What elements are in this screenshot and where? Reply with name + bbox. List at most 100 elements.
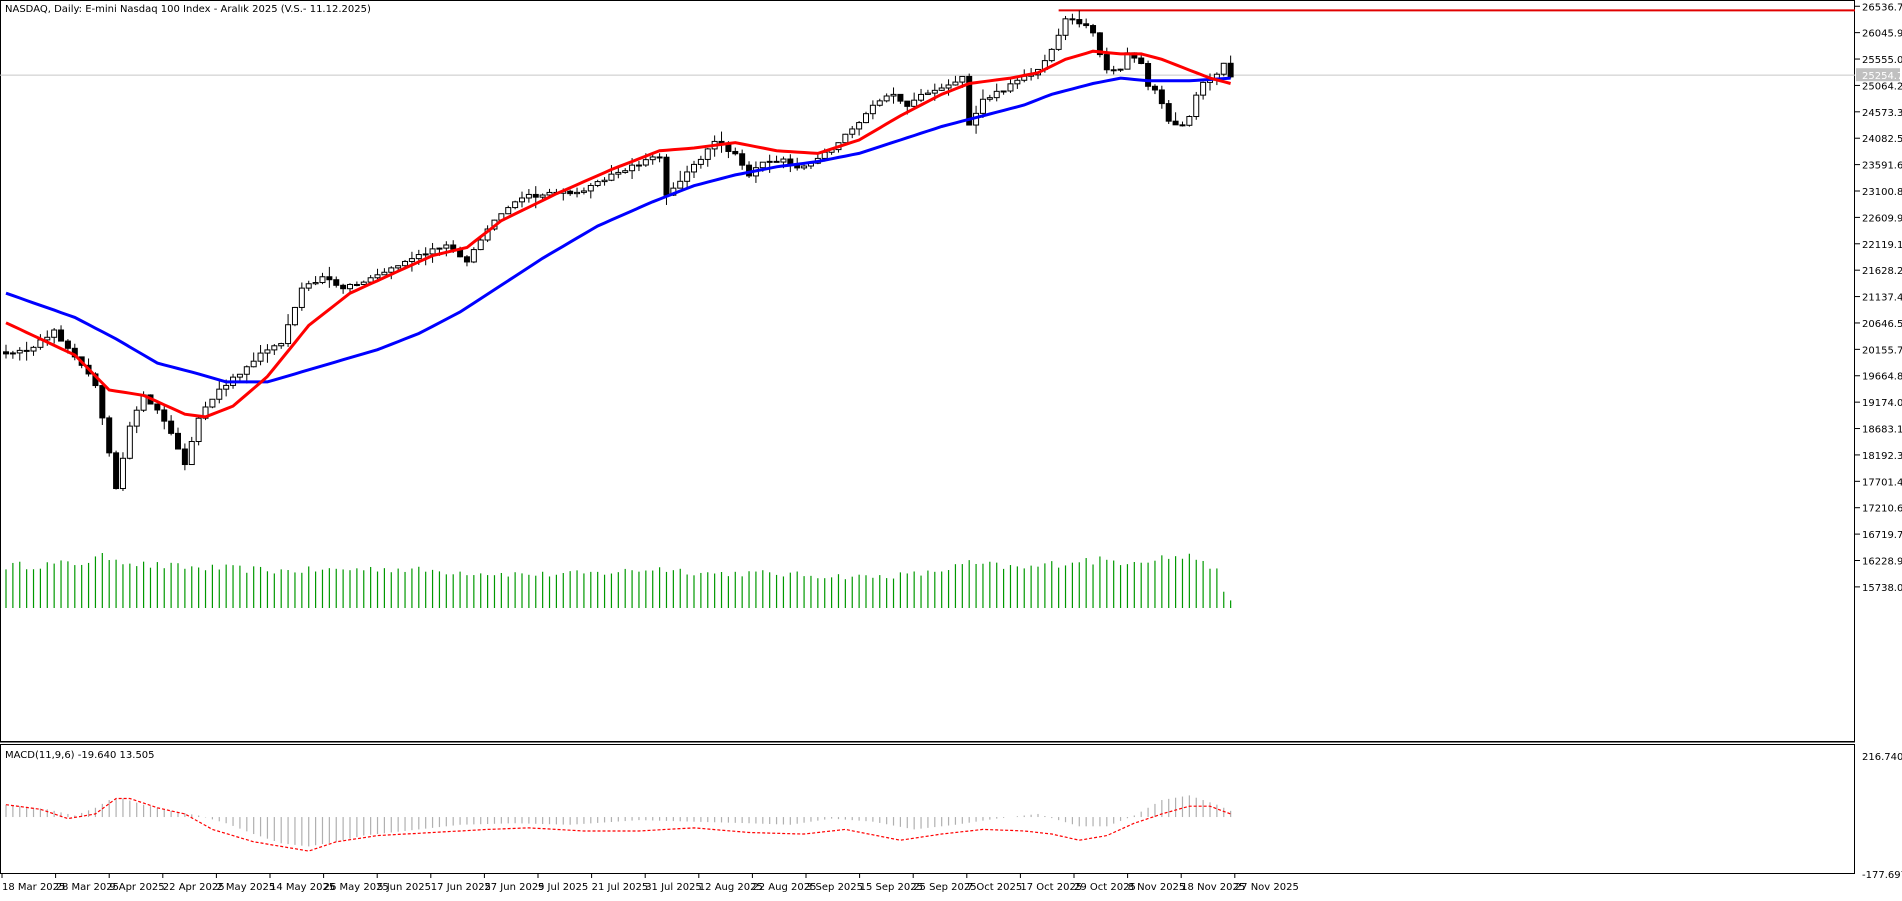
ema-fast-line	[5, 49, 1231, 419]
candle-body	[223, 384, 230, 390]
time-tick-label: 26 May 2025	[324, 882, 389, 893]
candle-body	[106, 417, 113, 454]
candle-body	[986, 97, 993, 100]
candle-body	[51, 329, 58, 338]
candle-body	[3, 351, 9, 355]
candle-body	[642, 159, 649, 166]
price-tick-label: 24573.35	[1862, 108, 1902, 119]
candle-body	[340, 284, 347, 290]
candle-body	[732, 150, 739, 155]
candle-body	[1000, 90, 1007, 93]
candle-body	[181, 448, 188, 466]
candle-body	[209, 398, 216, 408]
price-axis: 26536.75 26045.90 25555.05 25064.20 24573.35…	[1855, 2, 1902, 594]
time-tick-label: 22 Aug 2025	[752, 882, 816, 893]
price-tick-label: 17210.60	[1862, 504, 1902, 515]
candle-body	[512, 201, 519, 209]
candle-body	[897, 93, 904, 102]
candle-body	[1158, 89, 1165, 105]
candle-body	[739, 153, 746, 166]
time-tick-label: 2 May 2025	[216, 882, 275, 893]
candle-body	[470, 249, 477, 263]
candle-body	[1090, 25, 1097, 34]
candle-body	[697, 158, 704, 165]
price-tick-label: 16228.90	[1862, 556, 1902, 567]
price-tick-label: 18192.30	[1862, 451, 1902, 462]
candle-body	[801, 165, 808, 169]
candle-body	[691, 163, 697, 173]
price-tick-label: 21137.40	[1862, 293, 1902, 304]
candle-body	[154, 403, 161, 411]
current-price-tag	[1856, 68, 1900, 82]
candle-body	[1117, 68, 1124, 71]
candle-body	[408, 258, 415, 262]
candle-body	[64, 340, 71, 349]
time-tick-label: 18 Mar 2025	[2, 882, 65, 893]
candle-body	[450, 244, 457, 250]
candle-body	[1048, 48, 1055, 62]
candle-body	[443, 244, 450, 249]
candle-body	[945, 84, 952, 89]
time-tick-label: 29 Oct 2025	[1074, 882, 1136, 893]
candle-body	[704, 148, 711, 160]
candle-body	[1096, 32, 1103, 56]
candle-body	[580, 190, 587, 193]
candle-body	[849, 128, 856, 135]
candle-body	[360, 281, 367, 286]
candle-body	[367, 277, 374, 283]
candle-body	[766, 160, 773, 163]
time-tick-label: 21 Jul 2025	[592, 882, 649, 893]
candle-body	[918, 93, 925, 101]
price-tick-label: 15738.05	[1862, 583, 1902, 594]
candle-body	[780, 158, 787, 163]
candle-body	[353, 283, 360, 286]
price-tick-label: 25064.20	[1862, 81, 1902, 92]
price-tick-label: 26536.75	[1862, 2, 1902, 13]
candle-body	[1227, 62, 1234, 78]
candle-body	[842, 133, 849, 144]
candle-body	[113, 452, 120, 490]
candle-body	[1186, 116, 1193, 126]
candle-body	[567, 190, 574, 195]
candle-body	[168, 420, 175, 434]
current-price-label: 25254.75	[1862, 71, 1902, 82]
price-tick-label: 25555.05	[1862, 55, 1902, 66]
candle-body	[911, 99, 918, 107]
candle-body	[175, 432, 181, 450]
candle-body	[663, 156, 670, 196]
candle-body	[395, 265, 402, 269]
candle-body	[285, 324, 292, 345]
candle-body	[904, 100, 911, 107]
candle-body	[388, 267, 395, 273]
candle-body	[890, 93, 897, 97]
candle-body	[1014, 79, 1021, 85]
candle-body	[1083, 23, 1090, 27]
macd-label: MACD(11,9,6) -19.640 13.505	[5, 750, 155, 761]
candle-body	[952, 81, 959, 86]
candle-body	[133, 409, 140, 427]
candle-body	[216, 388, 223, 400]
candle-body	[601, 179, 608, 183]
price-tick-label: 16719.75	[1862, 530, 1902, 541]
time-tick-label: 9 Jul 2025	[538, 882, 588, 893]
time-tick-label: 15 Sep 2025	[860, 882, 923, 893]
candle-body	[326, 276, 333, 281]
candle-body	[635, 164, 642, 167]
candle-body	[1220, 62, 1227, 75]
candle-body	[876, 100, 883, 106]
candle-body	[477, 239, 484, 251]
candle-body	[1200, 81, 1207, 96]
candle-body	[312, 282, 319, 285]
candle-body	[298, 287, 305, 308]
candle-body	[931, 89, 938, 94]
time-tick-label: 27 Nov 2025	[1235, 882, 1299, 893]
time-tick-label: 8 Nov 2025	[1128, 882, 1186, 893]
macd-histogram	[5, 795, 1232, 847]
candle-body	[759, 161, 766, 169]
candle-body	[979, 98, 986, 114]
candle-body	[525, 193, 532, 199]
candle-body	[649, 156, 656, 161]
candle-body	[519, 197, 525, 203]
price-tick-label: 19664.85	[1862, 372, 1902, 383]
